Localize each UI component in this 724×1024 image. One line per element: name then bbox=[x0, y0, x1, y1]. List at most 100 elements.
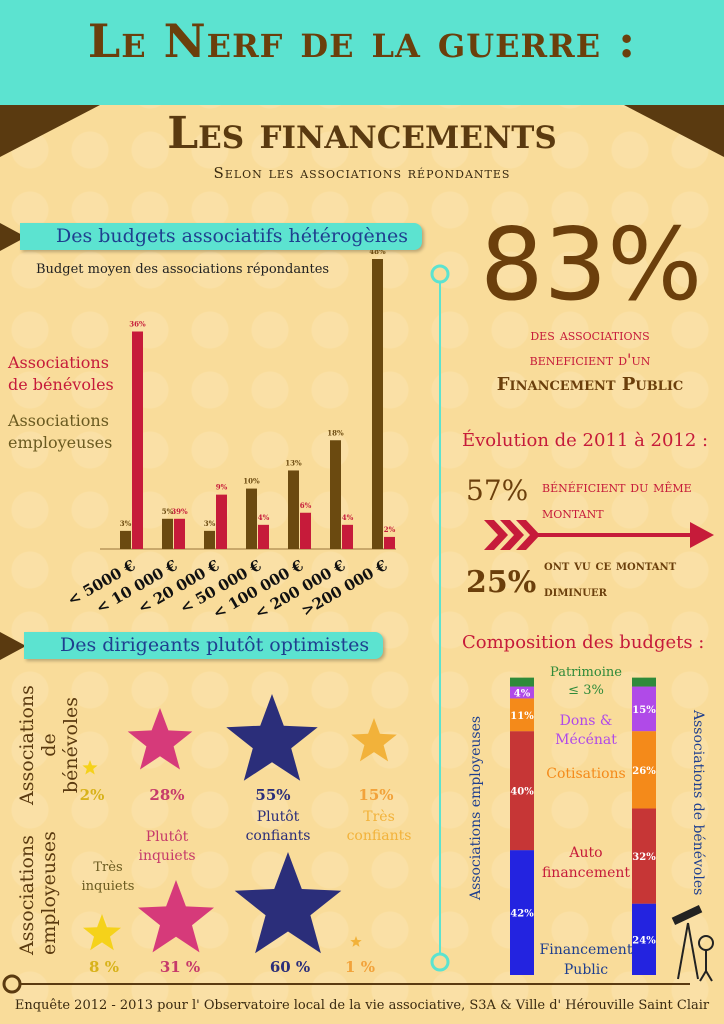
public-funding-text: des associations beneficient d'un Financ… bbox=[470, 322, 710, 397]
label-cotisations: Cotisations bbox=[546, 766, 626, 782]
label-fp-1: Financement bbox=[539, 942, 633, 958]
tab-knob-2 bbox=[0, 632, 26, 660]
bar-1-5 bbox=[342, 524, 353, 549]
arrow-icon bbox=[484, 520, 714, 550]
star-benevoles-1 bbox=[127, 708, 193, 770]
label-dons-1: Dons & bbox=[559, 713, 613, 729]
label-patrimoine-1: Patrimoine bbox=[550, 665, 622, 680]
bar-label-1-3: 4% bbox=[258, 513, 270, 522]
label-fp-2: Public bbox=[563, 962, 609, 978]
star-employeuses-1 bbox=[138, 880, 214, 953]
bar-1-3 bbox=[258, 524, 269, 549]
legend-employeuses: Associations employeuses bbox=[8, 411, 113, 452]
stack-0-3 bbox=[510, 686, 534, 699]
stack-1-2 bbox=[632, 731, 656, 809]
label-patrimoine: Patrimoine ≤ 3% bbox=[540, 664, 632, 700]
comp-left-label: Associations employeuses bbox=[468, 715, 484, 900]
label-auto: Auto financement bbox=[536, 843, 636, 883]
line3: Financement Public bbox=[496, 374, 684, 395]
stack-group: 42% 40% 11% 4% 24% 32% 26% 15% bbox=[510, 677, 656, 975]
star-group bbox=[82, 694, 397, 954]
bar-1-2 bbox=[216, 494, 227, 549]
comp-right-label: Associations de bénévoles bbox=[690, 710, 706, 896]
bar-1-0 bbox=[132, 331, 143, 549]
bar-label-0-0: 3% bbox=[120, 519, 132, 528]
bar-label-0-6: 48% bbox=[369, 250, 386, 256]
bottom-rule bbox=[2, 974, 690, 994]
bar-1-4 bbox=[300, 512, 311, 549]
star-pct-employeuses-2: 60 % bbox=[269, 958, 311, 976]
section-budgets-tab: Des budgets associatifs hétérogènes bbox=[20, 223, 423, 250]
label-dons-2: Mécénat bbox=[555, 732, 617, 748]
star-label-3: Très confiants bbox=[346, 809, 412, 844]
bar-label-1-5: 4% bbox=[342, 513, 354, 522]
bar-0-1 bbox=[162, 518, 173, 549]
bar-label-0-2: 3% bbox=[204, 519, 216, 528]
stack-1-1 bbox=[632, 808, 656, 904]
stack-0-4 bbox=[510, 677, 534, 687]
stack-label-1-2: 26% bbox=[632, 766, 656, 777]
source-note: Selon les associations répondantes bbox=[213, 164, 511, 182]
line1: des associations bbox=[530, 325, 650, 344]
stack-label-0-0: 42% bbox=[510, 909, 534, 920]
evo-57-value: 57% bbox=[466, 474, 529, 507]
bar-label-1-1: 39% bbox=[171, 507, 188, 516]
label-fp: Financement Public bbox=[536, 940, 636, 980]
legend-benevoles: Associations de bénévoles bbox=[8, 353, 114, 394]
stack-1-0 bbox=[632, 903, 656, 975]
divider-line bbox=[430, 264, 450, 972]
stack-1-4 bbox=[632, 677, 656, 687]
stack-label-0-2: 11% bbox=[510, 711, 534, 722]
star-pct-employeuses-3: 1 % bbox=[345, 958, 375, 976]
evolution-title: Évolution de 2011 à 2012 : bbox=[462, 430, 709, 451]
label-dons: Dons & Mécénat bbox=[540, 712, 632, 750]
telescope-icon bbox=[671, 905, 714, 982]
star-benevoles-0 bbox=[82, 760, 98, 775]
star-employeuses-2 bbox=[234, 852, 342, 954]
star-pct-employeuses-1: 31 % bbox=[159, 958, 201, 976]
bar-label-0-3: 10% bbox=[243, 477, 260, 486]
star-employeuses-0 bbox=[83, 914, 121, 951]
bar-0-6 bbox=[372, 259, 383, 549]
bar-0-4 bbox=[288, 470, 299, 549]
star-benevoles-3 bbox=[351, 718, 397, 762]
big-percentage: 83% bbox=[480, 206, 703, 323]
star-label-0: Très inquiets bbox=[81, 860, 135, 894]
composition-title: Composition des budgets : bbox=[462, 632, 705, 653]
stack-label-1-1: 32% bbox=[632, 852, 656, 863]
label-patrimoine-2: ≤ 3% bbox=[568, 683, 604, 698]
star-pct-benevoles-0: 2% bbox=[79, 786, 105, 804]
star-pct-employeuses-0: 8 % bbox=[89, 958, 119, 976]
stack-0-2 bbox=[510, 698, 534, 732]
star-label-2: Plutôt confiants bbox=[245, 809, 311, 844]
label-auto-1: Auto bbox=[569, 845, 603, 861]
page-title: Le Nerf de la guerre : bbox=[87, 14, 637, 68]
star-pct-benevoles-1: 28% bbox=[149, 786, 185, 804]
label-auto-2: financement bbox=[541, 865, 631, 881]
budget-bar-chart: 3% 36% 5%39% 3% 9% 10% 4% 13% 6% 18% 4% 48% 2% bbox=[100, 250, 396, 550]
bar-1-6 bbox=[384, 536, 395, 549]
stack-label-0-1: 40% bbox=[510, 787, 534, 798]
bar-label-1-0: 36% bbox=[129, 320, 146, 329]
bar-0-5 bbox=[330, 440, 341, 549]
bar-0-0 bbox=[120, 530, 131, 549]
stack-label-1-0: 24% bbox=[632, 935, 656, 946]
page-subtitle: Les financements bbox=[167, 108, 557, 159]
stack-0-0 bbox=[510, 850, 534, 975]
line2: beneficient d'un bbox=[529, 350, 651, 369]
section-optimism-tab: Des dirigeants plutôt optimistes bbox=[24, 632, 384, 659]
bar-label-1-6: 2% bbox=[384, 525, 396, 534]
bar-label-1-4: 6% bbox=[300, 501, 312, 510]
bar-0-2 bbox=[204, 530, 215, 549]
stack-label-0-3: 4% bbox=[514, 688, 531, 699]
star-pct-benevoles-3: 15% bbox=[358, 786, 394, 804]
bar-0-3 bbox=[246, 488, 257, 549]
bar-label-1-2: 9% bbox=[216, 483, 228, 492]
bar-group: 3% 36% 5%39% 3% 9% 10% 4% 13% 6% 18% 4% 48% 2% bbox=[120, 250, 396, 549]
top-banner bbox=[0, 0, 724, 105]
composition-chart: 42% 40% 11% 4% 24% 32% 26% 15% bbox=[510, 677, 656, 975]
stack-1-3 bbox=[632, 686, 656, 732]
footer-credit: Enquête 2012 - 2013 pour l' Observatoire… bbox=[14, 998, 710, 1013]
ribbon-left bbox=[0, 105, 100, 157]
